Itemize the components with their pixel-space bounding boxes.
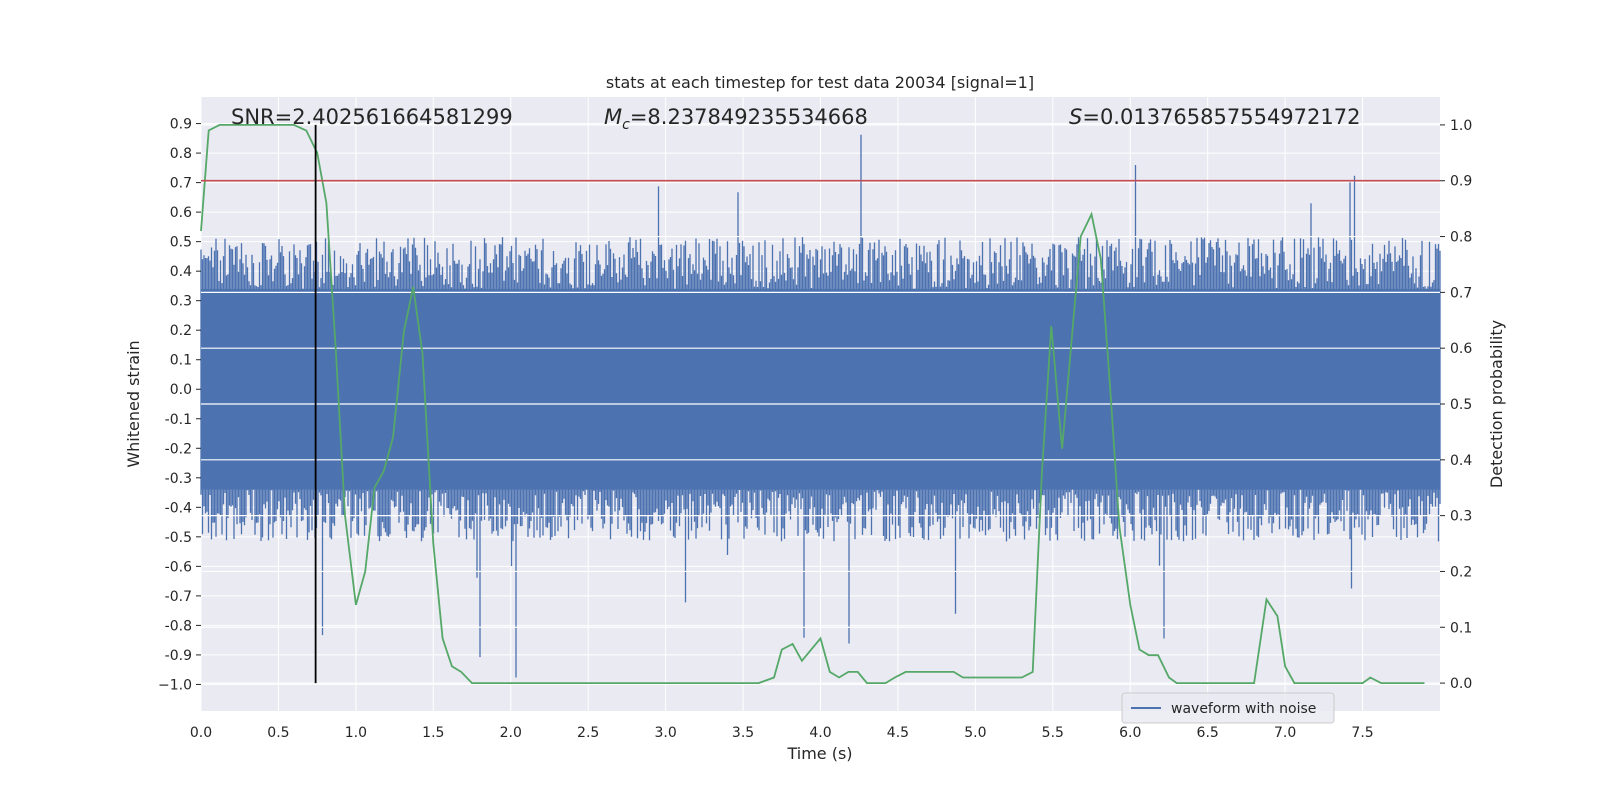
x-tick-label: 2.5 <box>577 725 599 741</box>
x-tick-label: 1.5 <box>422 725 444 741</box>
y-tick-label: -0.1 <box>165 412 192 428</box>
x-tick-label: 2.0 <box>500 725 522 741</box>
mc-subscript: c <box>622 117 630 133</box>
x-tick-label: 1.0 <box>345 725 367 741</box>
mc-annotation: Mc=8.237849235534668 <box>604 105 868 133</box>
mc-value: =8.237849235534668 <box>630 105 868 129</box>
y-tick-label: -0.2 <box>165 441 192 457</box>
x-tick-label: 5.0 <box>964 725 986 741</box>
y2-tick-label: 0.6 <box>1450 341 1472 357</box>
x-axis-label: Time (s) <box>786 744 852 763</box>
y2-tick-label: 1.0 <box>1450 118 1472 134</box>
legend-label: waveform with noise <box>1171 701 1316 717</box>
y2-tick-label: 0.5 <box>1450 397 1472 413</box>
y2-tick-label: 0.8 <box>1450 230 1472 246</box>
legend-box <box>1121 692 1335 724</box>
x-tick-label: 6.0 <box>1119 725 1141 741</box>
waveform-series <box>200 134 1441 678</box>
y2-tick-label: 0.4 <box>1450 453 1472 469</box>
snr-annotation: SNR=2.402561664581299 <box>231 105 513 129</box>
y2-tick-label: 0.7 <box>1450 285 1472 301</box>
y2-tick-label: 0.2 <box>1450 564 1472 580</box>
y-tick-label: -0.4 <box>165 500 192 516</box>
y-tick-label: −1.0 <box>158 677 192 693</box>
s-symbol: S <box>1069 105 1082 129</box>
mc-symbol: M <box>604 105 622 129</box>
x-tick-label: 5.5 <box>1042 725 1064 741</box>
x-tick-label: 7.5 <box>1351 725 1373 741</box>
legend: waveform with noise <box>1121 692 1335 724</box>
x-tick-label: 4.5 <box>887 725 909 741</box>
y-tick-label: 0.7 <box>170 176 192 192</box>
y-tick-label: -0.8 <box>165 618 192 634</box>
y-tick-label: -0.6 <box>165 559 192 575</box>
x-tick-label: 0.0 <box>190 725 212 741</box>
y-tick-label: 0.9 <box>170 117 192 133</box>
x-tick-label: 3.0 <box>654 725 676 741</box>
y-axis-ticks: 0.9 0.8 0.7 0.6 0.5 0.4 0.3 0.2 0.1 0.0 -0.1 -0.2 -0… <box>158 117 201 693</box>
x-tick-label: 0.5 <box>267 725 289 741</box>
y2-tick-label: 0.9 <box>1450 174 1472 190</box>
x-tick-label: 7.0 <box>1274 725 1296 741</box>
y2-tick-label: 0.0 <box>1450 676 1472 692</box>
y-tick-label: -0.3 <box>165 471 192 487</box>
x-tick-label: 6.5 <box>1197 725 1219 741</box>
y2-tick-label: 0.1 <box>1450 620 1472 636</box>
y-tick-label: 0.3 <box>170 294 192 310</box>
y-axis-label: Whitened strain <box>124 340 143 467</box>
y-tick-label: -0.7 <box>165 589 192 605</box>
probability-line <box>200 124 1425 684</box>
y-tick-label: 0.5 <box>170 235 192 251</box>
s-annotation: S=0.013765857554972172 <box>1069 105 1360 129</box>
y-tick-label: 0.4 <box>170 264 192 280</box>
probability-series <box>200 124 1425 684</box>
y-tick-label: 0.2 <box>170 323 192 339</box>
y-tick-label: 0.6 <box>170 205 192 221</box>
x-axis-ticks: 0.0 0.5 1.0 1.5 2.0 2.5 3.0 3.5 4.0 4.5 5.0 5.5 6.0 6… <box>190 725 1374 741</box>
y2-axis-ticks: 1.0 0.9 0.8 0.7 0.6 0.5 0.4 0.3 0.2 0.1 0.0 <box>1440 118 1472 692</box>
y-tick-label: -0.5 <box>165 530 192 546</box>
chart-title: stats at each timestep for test data 200… <box>606 73 1034 92</box>
y2-axis-label: Detection probability <box>1487 320 1506 488</box>
x-tick-label: 3.5 <box>732 725 754 741</box>
x-tick-label: 4.0 <box>809 725 831 741</box>
y-tick-label: -0.9 <box>165 648 192 664</box>
y-tick-label: 0.0 <box>170 382 192 398</box>
y-tick-label: 0.1 <box>170 353 192 369</box>
y2-tick-label: 0.3 <box>1450 509 1472 525</box>
y-tick-label: 0.8 <box>170 146 192 162</box>
s-value: =0.013765857554972172 <box>1082 105 1360 129</box>
